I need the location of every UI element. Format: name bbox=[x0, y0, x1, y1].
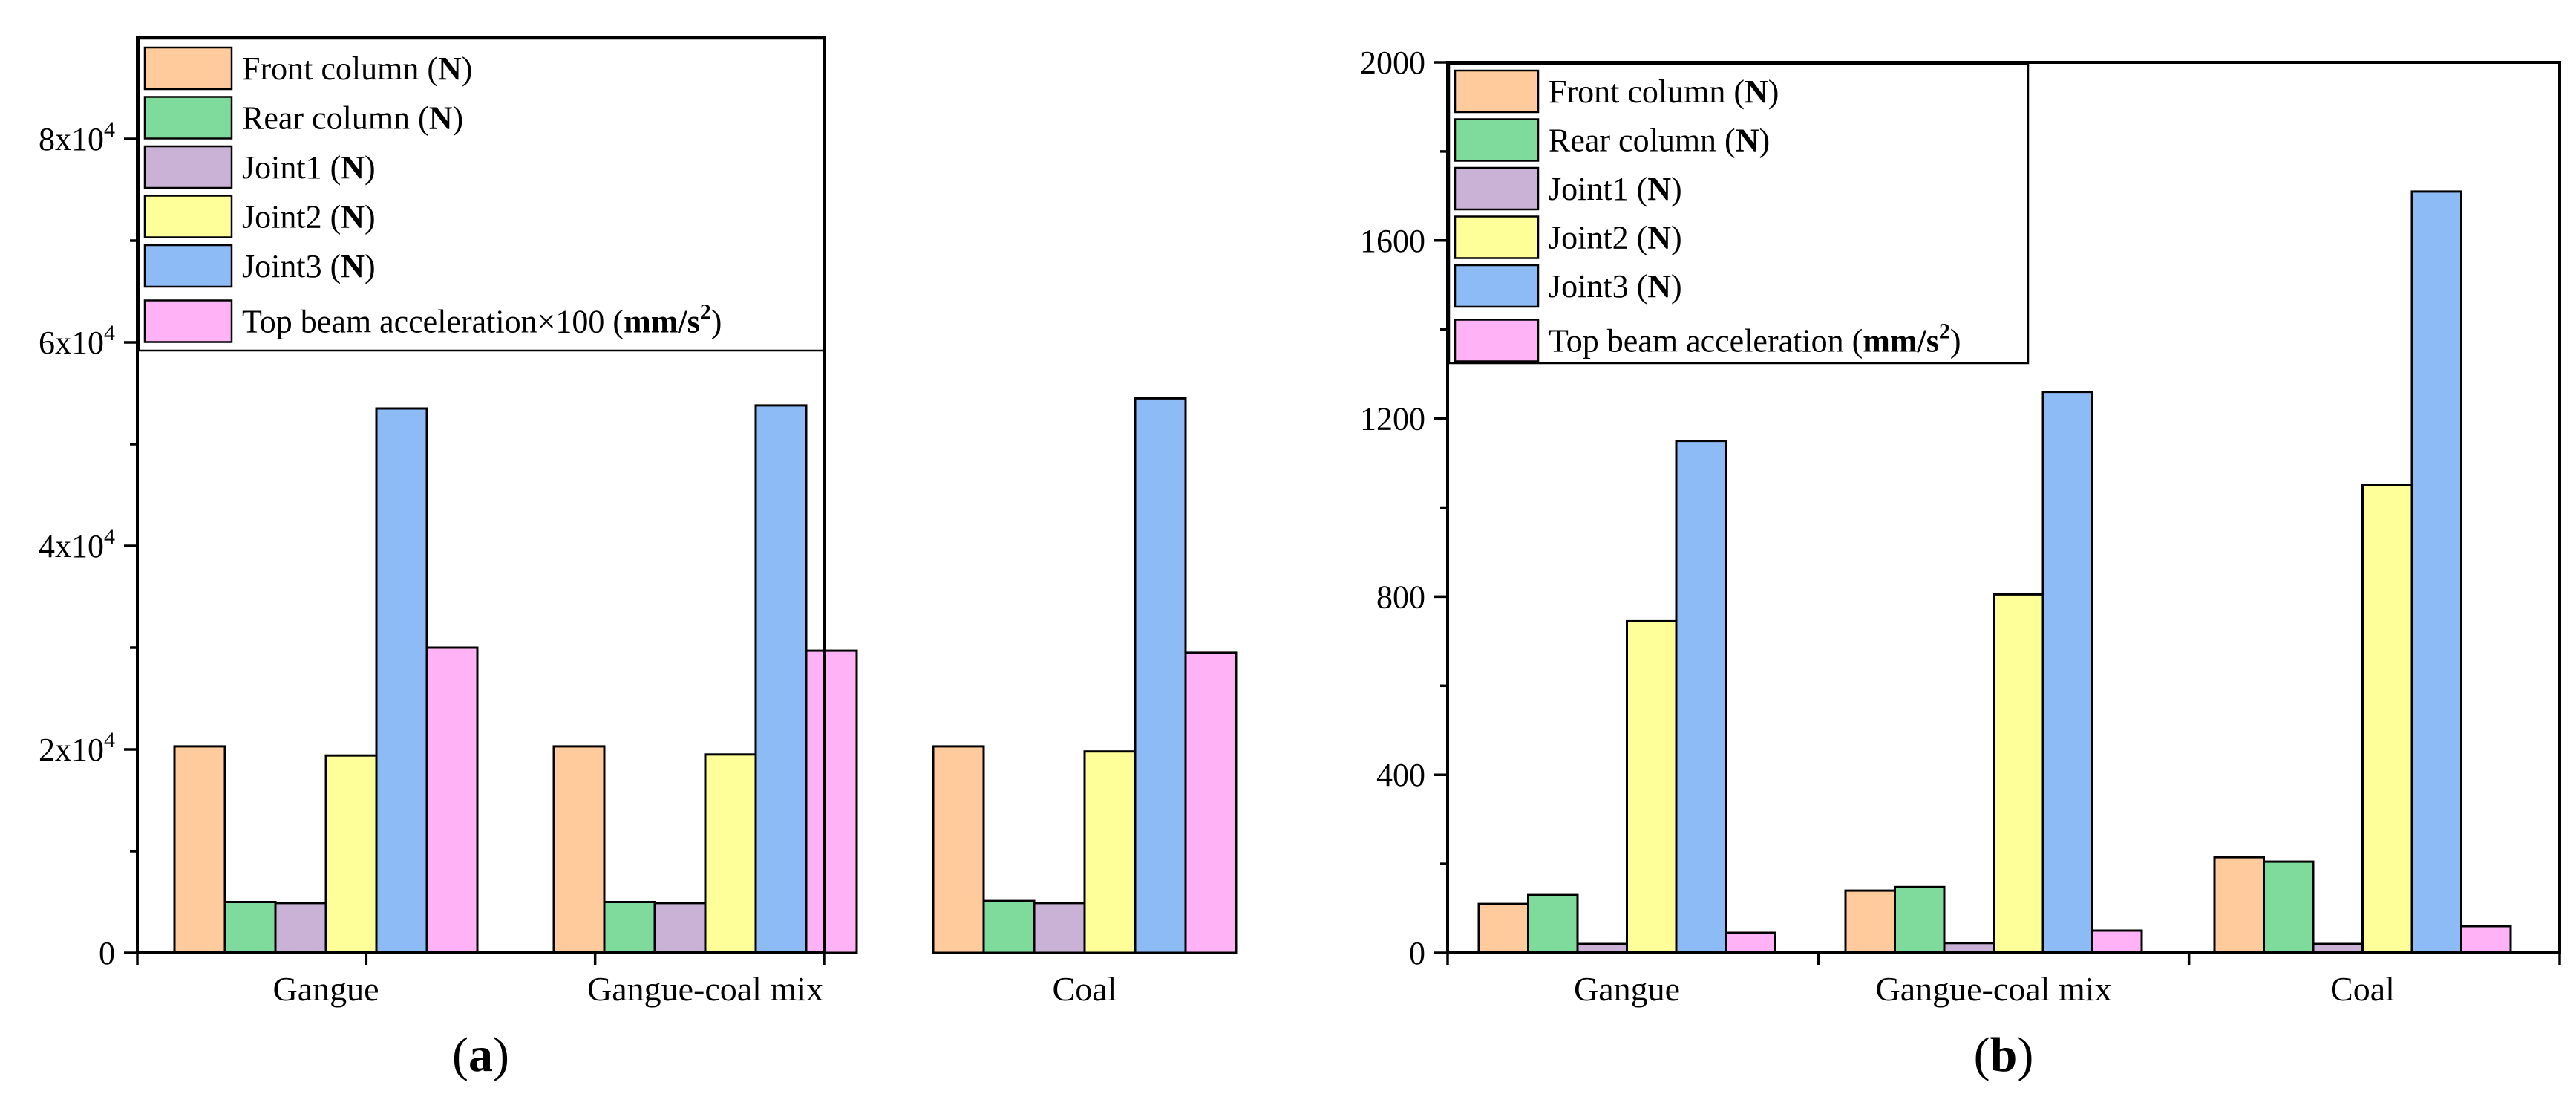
legend-label-joint3: Joint3 (N) bbox=[242, 248, 376, 284]
legend-label-rear_column: Rear column (N) bbox=[242, 100, 463, 137]
panel-label: (a) bbox=[452, 1028, 509, 1082]
legend-swatch-joint3 bbox=[143, 244, 233, 288]
y-tick-label: 4x104 bbox=[39, 524, 115, 564]
bar-joint3-1 bbox=[754, 404, 808, 954]
bar-joint2-2 bbox=[2361, 484, 2413, 954]
bar-joint2-0 bbox=[1626, 619, 1678, 954]
bar-joint2-1 bbox=[1993, 593, 2044, 954]
bar-top_beam-0 bbox=[425, 646, 479, 954]
legend-label-rear_column: Rear column (N) bbox=[1549, 123, 1770, 159]
legend-swatch-rear_column bbox=[143, 96, 233, 140]
legend-swatch-front_column bbox=[1454, 69, 1540, 114]
y-tick-label: 1200 bbox=[1360, 401, 1425, 437]
legend-label-front_column: Front column (N) bbox=[1549, 74, 1779, 110]
bar-front_column-1 bbox=[552, 745, 606, 954]
bar-joint1-2 bbox=[1033, 902, 1086, 954]
bar-top_beam-2 bbox=[1184, 651, 1238, 954]
legend-swatch-top_beam bbox=[143, 299, 233, 343]
x-tick-label: Coal bbox=[1053, 970, 1117, 1008]
x-tick-label: Gangue bbox=[272, 970, 379, 1008]
bar-rear_column-0 bbox=[1527, 893, 1579, 954]
bar-joint3-1 bbox=[2041, 391, 2093, 954]
y-tick-label: 6x104 bbox=[39, 321, 115, 361]
legend-label-top_beam: Top beam acceleration×100 (mm/s2) bbox=[242, 300, 722, 340]
bar-top_beam-0 bbox=[1725, 931, 1776, 954]
bar-joint2-1 bbox=[704, 753, 757, 954]
legend bbox=[1448, 62, 2030, 365]
plot-frame bbox=[136, 36, 826, 954]
x-tick-label: Coal bbox=[2330, 970, 2395, 1008]
legend-swatch-joint1 bbox=[143, 145, 233, 189]
y-tick-label: 400 bbox=[1376, 757, 1425, 793]
bar-joint3-2 bbox=[2410, 190, 2462, 954]
legend-label-joint2: Joint2 (N) bbox=[242, 199, 376, 235]
y-tick-label: 1600 bbox=[1360, 223, 1425, 259]
bar-front_column-2 bbox=[2213, 856, 2265, 954]
bar-rear_column-1 bbox=[1894, 885, 1946, 954]
panel-b-chart: Gangue Gangue-coal mix Coal 0 400 800 1200 1600… bbox=[1360, 45, 2561, 1082]
panel-label: (b) bbox=[1974, 1028, 2034, 1082]
legend-label-top_beam: Top beam acceleration (mm/s2) bbox=[1549, 319, 1961, 359]
y-tick-label: 2x104 bbox=[39, 728, 115, 768]
y-tick-label: 2000 bbox=[1360, 45, 1425, 81]
bar-joint3-0 bbox=[375, 407, 428, 954]
bar-rear_column-1 bbox=[603, 901, 656, 954]
bar-joint1-0 bbox=[274, 902, 327, 954]
bar-rear_column-2 bbox=[2263, 860, 2315, 954]
bar-joint3-0 bbox=[1675, 440, 1727, 954]
bar-joint2-0 bbox=[324, 754, 378, 954]
legend-swatch-rear_column bbox=[1454, 118, 1540, 162]
bar-front_column-0 bbox=[173, 745, 226, 954]
x-tick-label: Gangue-coal mix bbox=[1875, 970, 2111, 1008]
bar-top_beam-1 bbox=[805, 649, 858, 954]
x-tick-label: Gangue-coal mix bbox=[587, 970, 823, 1008]
legend-label-joint3: Joint3 (N) bbox=[1549, 268, 1682, 305]
y-tick-label: 8x104 bbox=[39, 117, 115, 157]
y-tick-label: 0 bbox=[1409, 935, 1425, 971]
bar-joint1-1 bbox=[653, 902, 707, 954]
bar-front_column-0 bbox=[1477, 902, 1529, 954]
bar-rear_column-2 bbox=[982, 899, 1036, 954]
y-tick-label: 800 bbox=[1376, 579, 1425, 615]
legend-swatch-joint3 bbox=[1454, 264, 1540, 308]
bar-front_column-2 bbox=[932, 745, 985, 954]
legend-label-joint1: Joint1 (N) bbox=[1549, 171, 1682, 207]
bar-joint3-2 bbox=[1134, 397, 1187, 954]
y-tick-label: 0 bbox=[99, 935, 115, 971]
legend-swatch-top_beam bbox=[1454, 319, 1540, 362]
legend-swatch-front_column bbox=[143, 46, 233, 91]
bar-top_beam-2 bbox=[2460, 925, 2512, 954]
legend bbox=[137, 37, 826, 352]
legend-swatch-joint2 bbox=[143, 195, 233, 238]
bar-front_column-1 bbox=[1844, 889, 1896, 954]
bar-top_beam-1 bbox=[2091, 929, 2143, 954]
bar-joint2-2 bbox=[1083, 750, 1137, 954]
legend-label-front_column: Front column (N) bbox=[242, 51, 472, 87]
legend-label-joint2: Joint2 (N) bbox=[1549, 220, 1682, 256]
x-tick-label: Gangue bbox=[1574, 970, 1680, 1008]
panel-a-chart: Gangue Gangue-coal mix Coal 0 2x104 4x104 6x10… bbox=[39, 36, 1238, 1082]
bar-rear_column-0 bbox=[223, 901, 277, 954]
legend-swatch-joint1 bbox=[1454, 166, 1540, 211]
legend-swatch-joint2 bbox=[1454, 215, 1540, 259]
legend-label-joint1: Joint1 (N) bbox=[242, 149, 376, 186]
